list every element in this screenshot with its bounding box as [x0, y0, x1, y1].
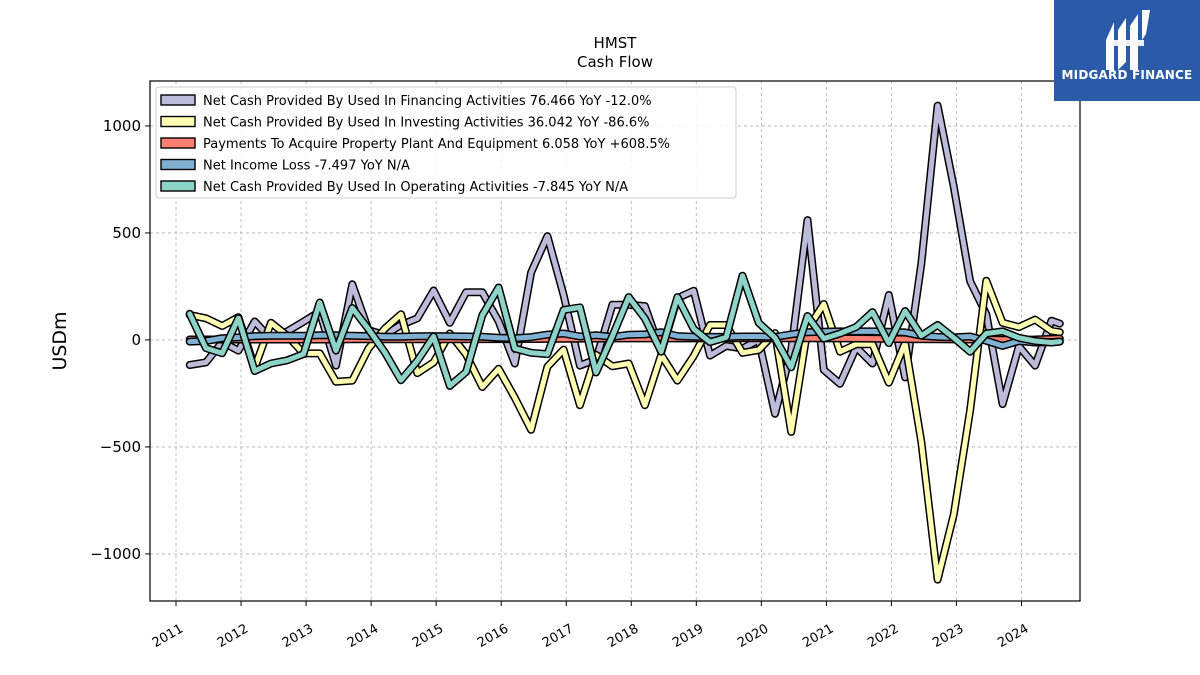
- x-tick-label: 2013: [280, 621, 316, 651]
- legend-swatch: [160, 137, 196, 149]
- series-line: [185, 271, 1064, 390]
- brand-name: MIDGARD FINANCE: [1061, 68, 1193, 82]
- legend-swatch: [160, 180, 196, 192]
- y-axis-label: USDm: [49, 311, 71, 370]
- legend-box: [155, 86, 737, 199]
- legend-swatch: [160, 115, 196, 128]
- y-axis-ticks: 1000 500 0 −500 −1000: [90, 117, 150, 563]
- x-tick-label: 2021: [800, 621, 836, 651]
- legend-swatch: [160, 94, 196, 106]
- series-line: [185, 276, 1064, 584]
- brand-logo: MIDGARD FINANCE: [1054, 0, 1200, 101]
- x-tick-label: 2020: [735, 621, 771, 651]
- x-tick-label: 2019: [670, 621, 706, 651]
- legend-label: Net Income Loss -7.497 YoY N/A: [203, 159, 410, 174]
- legend-swatch: [160, 158, 196, 171]
- legend-item: Net Cash Provided By Used In Operating A…: [160, 180, 628, 195]
- x-tick-label: 2016: [475, 621, 511, 651]
- y-tick-label: −1000: [90, 545, 141, 563]
- legend-label: Net Cash Provided By Used In Financing A…: [203, 94, 652, 109]
- x-tick-label: 2011: [150, 621, 186, 651]
- series-lines: [185, 101, 1064, 584]
- brand-mark-icon: [1106, 10, 1150, 70]
- x-tick-label: 2022: [865, 621, 901, 651]
- x-tick-label: 2018: [605, 621, 641, 651]
- chart-subtitle: Cash Flow: [577, 53, 653, 71]
- plot-frame: [149, 80, 1081, 602]
- legend-item: Net Cash Provided By Used In Investing A…: [160, 115, 649, 131]
- y-tick-label: 0: [131, 331, 141, 349]
- y-tick-label: −500: [100, 438, 141, 456]
- x-tick-label: 2012: [215, 621, 251, 651]
- y-tick-label: 1000: [103, 117, 141, 135]
- x-axis-ticks: 2011 2012 2013 2014 2015 2016 2017 2018 2019 2020…: [150, 601, 1031, 651]
- legend-label: Payments To Acquire Property Plant And E…: [203, 137, 670, 152]
- x-tick-label: 2017: [540, 621, 576, 651]
- series-line-fill: [187, 278, 1063, 583]
- legend-label: Net Cash Provided By Used In Operating A…: [203, 180, 628, 195]
- y-tick-label: 500: [112, 224, 141, 242]
- legend: Net Cash Provided By Used In Financing A…: [155, 86, 737, 199]
- chart-title: HMST: [594, 34, 638, 52]
- x-tick-label: 2024: [995, 621, 1031, 651]
- legend-item: Payments To Acquire Property Plant And E…: [160, 137, 670, 152]
- legend-item: Net Income Loss -7.497 YoY N/A: [160, 158, 410, 174]
- legend-item: Net Cash Provided By Used In Financing A…: [160, 94, 652, 109]
- series-line-fill: [187, 273, 1063, 389]
- x-tick-label: 2023: [930, 621, 966, 651]
- x-tick-label: 2015: [410, 621, 446, 651]
- x-tick-label: 2014: [345, 621, 381, 651]
- legend-label: Net Cash Provided By Used In Investing A…: [203, 116, 649, 131]
